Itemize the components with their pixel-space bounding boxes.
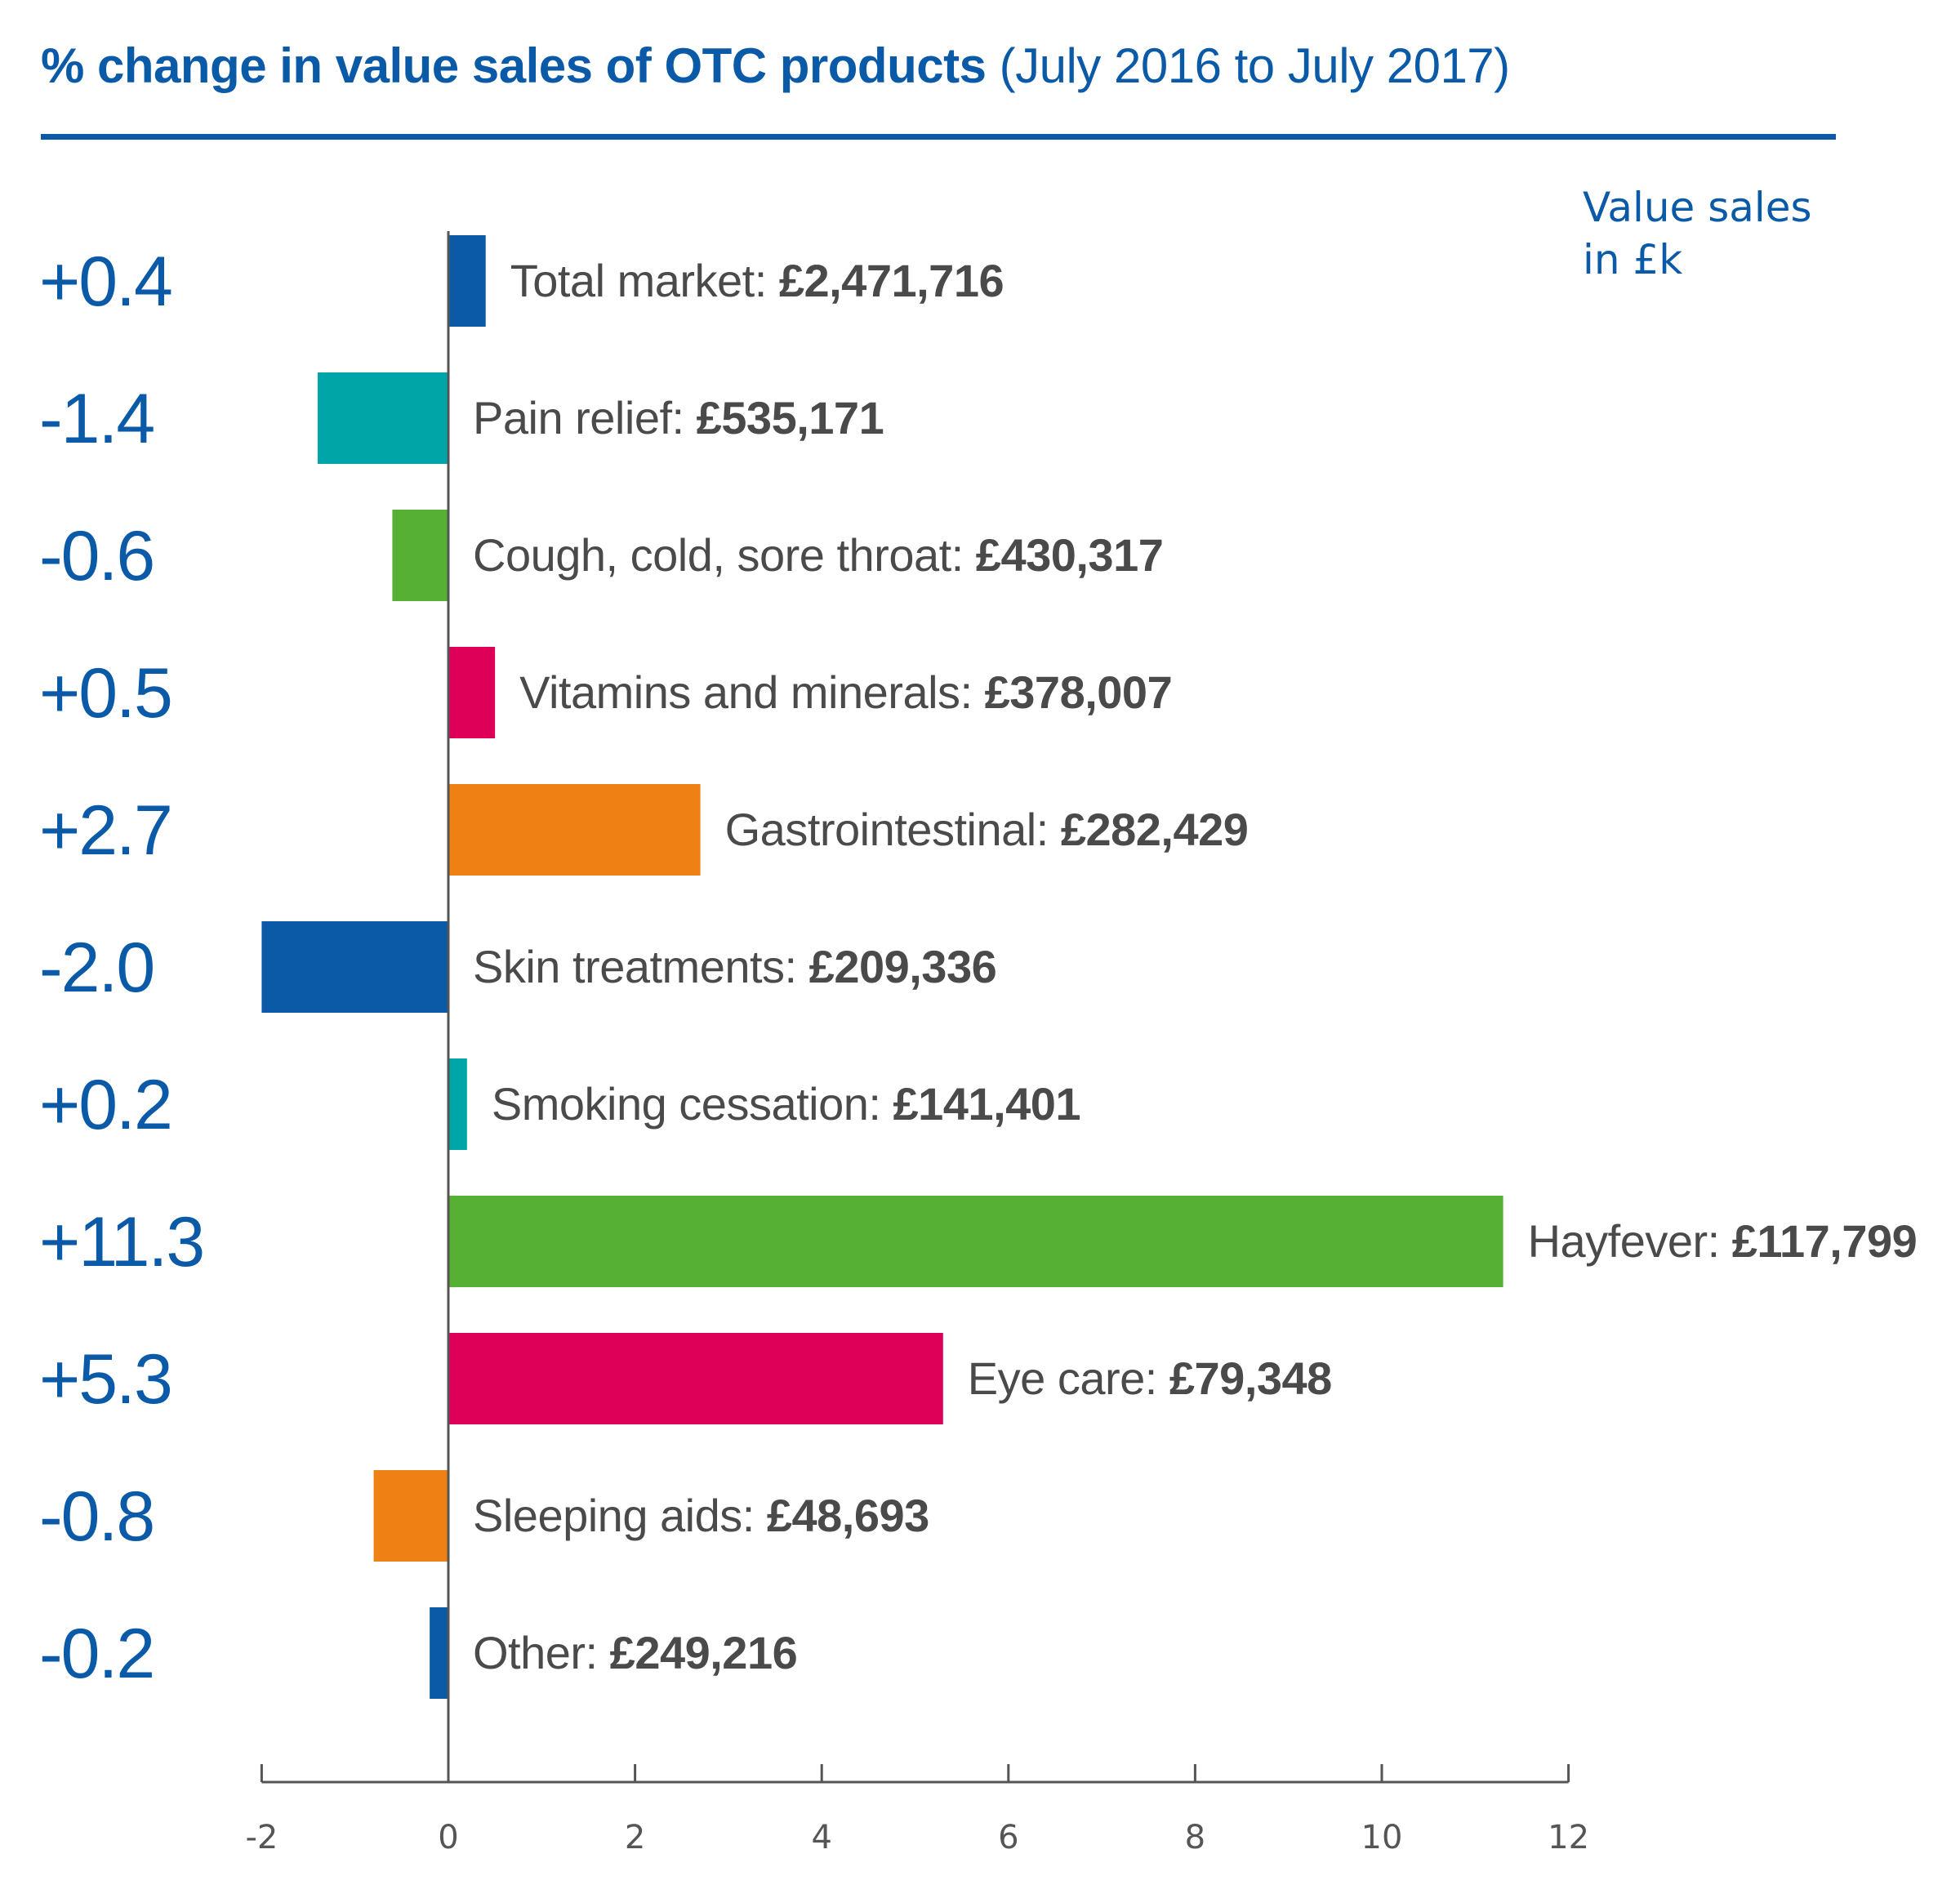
x-tick-label: 12 (1548, 1819, 1589, 1856)
category-label: Hayfever: £117,799 (1528, 1215, 1918, 1267)
sales-value: £209,336 (809, 941, 997, 992)
bar (448, 647, 496, 738)
sales-value: £535,171 (697, 392, 884, 443)
change-value-label: +2.7 (39, 791, 172, 870)
category-label: Skin treatments: £209,336 (473, 941, 996, 992)
bar (448, 1058, 467, 1150)
category-label: Cough, cold, sore throat: £430,317 (473, 529, 1163, 581)
category-name: Other: (473, 1627, 610, 1678)
sales-value: £141,401 (893, 1078, 1081, 1130)
bar (373, 1470, 448, 1562)
category-label: Total market: £2,471,716 (510, 255, 1004, 306)
category-label: Gastrointestinal: £282,429 (725, 804, 1249, 855)
x-tick-label: 6 (998, 1819, 1018, 1856)
category-label: Smoking cessation: £141,401 (492, 1078, 1080, 1130)
x-tick-label: -2 (245, 1819, 278, 1856)
category-name: Total market: (510, 255, 779, 306)
category-name: Eye care: (968, 1352, 1169, 1404)
category-label: Pain relief: £535,171 (473, 392, 884, 443)
category-name: Sleeping aids: (473, 1490, 767, 1541)
change-value-label: +0.5 (39, 654, 172, 733)
category-name: Smoking cessation: (492, 1078, 893, 1130)
category-name: Hayfever: (1528, 1215, 1732, 1267)
sales-value: £249,216 (610, 1627, 798, 1678)
bar (392, 510, 448, 601)
bar (261, 921, 448, 1013)
sales-value: £430,317 (976, 529, 1164, 581)
sales-value: £2,471,716 (779, 255, 1004, 306)
sales-value: £79,348 (1169, 1352, 1332, 1404)
change-value-label: -0.2 (39, 1615, 154, 1693)
bar (448, 784, 701, 876)
chart-title-main: % change in value sales of OTC products (41, 38, 987, 93)
value-sales-note: Value sales in £k (1583, 184, 1812, 283)
sales-value: £117,799 (1732, 1215, 1917, 1267)
x-tick-label: 0 (438, 1819, 458, 1856)
category-name: Gastrointestinal: (725, 804, 1061, 855)
bar (448, 1333, 943, 1424)
category-label: Eye care: £79,348 (968, 1352, 1332, 1404)
change-value-label: +5.3 (39, 1340, 172, 1419)
x-tick-label: 8 (1185, 1819, 1205, 1856)
x-tick-label: 10 (1361, 1819, 1403, 1856)
change-value-label: +0.2 (39, 1066, 172, 1144)
change-value-label: -1.4 (39, 380, 154, 458)
bar (430, 1607, 448, 1699)
sales-value: £282,429 (1061, 804, 1249, 855)
change-value-label: -2.0 (39, 929, 154, 1007)
bar (448, 1196, 1503, 1287)
chart-title: % change in value sales of OTC products … (41, 38, 1510, 94)
category-label: Sleeping aids: £48,693 (473, 1490, 929, 1541)
bar (448, 235, 486, 327)
change-value-label: +0.4 (39, 243, 172, 321)
chart-title-sub: (July 2016 to July 2017) (999, 38, 1511, 93)
sales-value: £48,693 (767, 1490, 929, 1541)
category-name: Skin treatments: (473, 941, 809, 992)
change-value-label: -0.8 (39, 1477, 154, 1556)
bar (317, 372, 448, 464)
title-divider (41, 134, 1836, 140)
category-name: Pain relief: (473, 392, 697, 443)
x-tick-label: 4 (811, 1819, 831, 1856)
change-value-label: -0.6 (39, 517, 154, 595)
change-value-label: +11.3 (39, 1203, 203, 1281)
category-name: Vitamins and minerals: (519, 666, 985, 718)
category-label: Vitamins and minerals: £378,007 (519, 666, 1172, 718)
category-label: Other: £249,216 (473, 1627, 797, 1678)
sales-value: £378,007 (985, 666, 1173, 718)
x-tick-label: 2 (625, 1819, 645, 1856)
category-name: Cough, cold, sore throat: (473, 529, 976, 581)
